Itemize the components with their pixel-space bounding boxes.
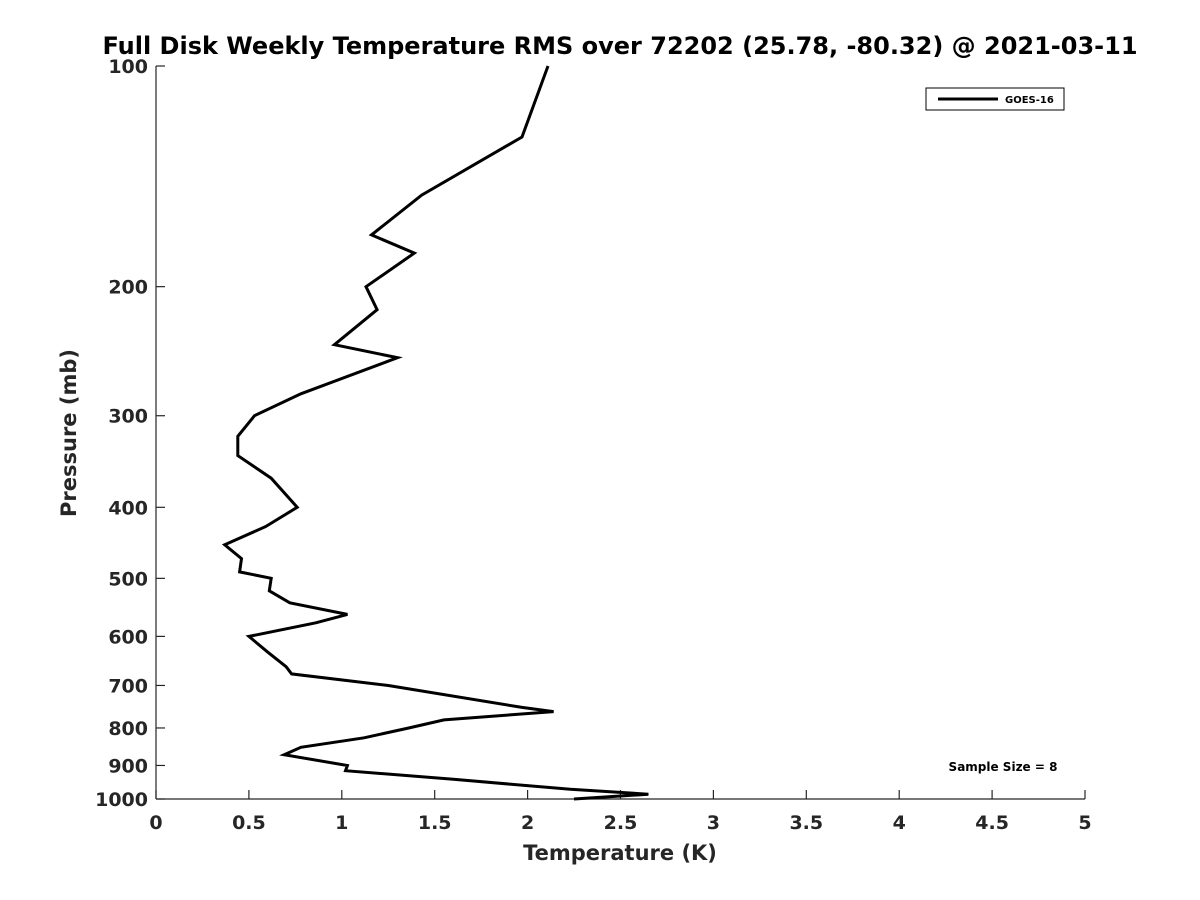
x-tick-label: 1.5 <box>418 812 452 834</box>
y-tick-label: 600 <box>108 626 148 648</box>
y-tick-label: 100 <box>108 56 148 78</box>
y-axis-label: Pressure (mb) <box>57 349 81 517</box>
y-tick-label: 400 <box>108 497 148 519</box>
x-tick-label: 0.5 <box>232 812 266 834</box>
y-tick-label: 700 <box>108 675 148 697</box>
x-tick-label: 0 <box>149 812 162 834</box>
legend-entry-goes-16: GOES-16 <box>1005 95 1054 106</box>
x-tick-label: 3.5 <box>789 812 823 834</box>
y-tick-label: 900 <box>108 755 148 777</box>
x-tick-label: 3 <box>707 812 720 834</box>
y-tick-label: 200 <box>108 277 148 299</box>
y-tick-label: 500 <box>108 568 148 590</box>
y-axis-ticks: 100 200 300 400 500 600 700 800 900 1000 <box>95 56 165 811</box>
x-tick-label: 1 <box>335 812 348 834</box>
sample-size-annotation: Sample Size = 8 <box>949 760 1058 774</box>
x-tick-label: 2 <box>521 812 534 834</box>
y-tick-label: 1000 <box>95 789 148 811</box>
x-tick-label: 2.5 <box>604 812 638 834</box>
y-tick-label: 300 <box>108 406 148 428</box>
y-tick-label: 800 <box>108 718 148 740</box>
x-tick-label: 4 <box>893 812 906 834</box>
x-tick-label: 4.5 <box>975 812 1009 834</box>
x-axis-label: Temperature (K) <box>523 841 717 865</box>
chart-title: Full Disk Weekly Temperature RMS over 72… <box>102 32 1137 60</box>
series-line-goes-16 <box>221 65 649 801</box>
x-axis-ticks: 0 0.5 1 1.5 2 2.5 3 3.5 4 4.5 5 <box>149 790 1092 834</box>
x-tick-label: 5 <box>1078 812 1091 834</box>
legend: GOES-16 <box>925 87 1065 111</box>
